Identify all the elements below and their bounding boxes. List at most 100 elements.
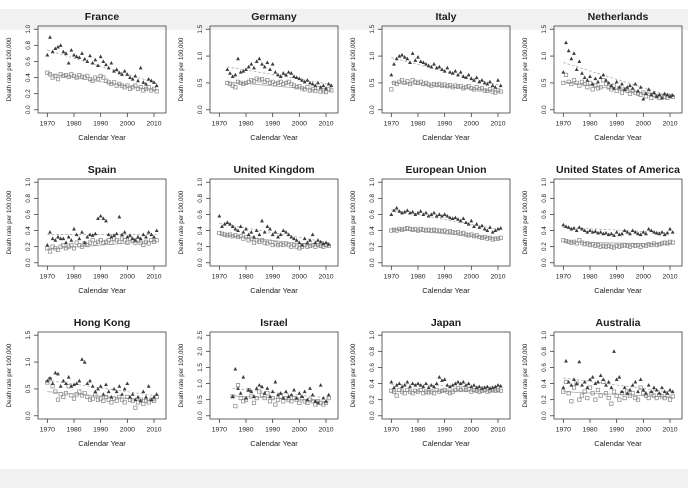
filled-triangle-marker (389, 72, 394, 77)
y-tick-label: 0.0 (25, 105, 32, 114)
scatter-plot-japan: Japan Death rate per 100,000 Calendar Year… (350, 317, 511, 448)
panel-title: Spain (88, 164, 117, 176)
open-square-marker (103, 394, 109, 400)
filled-triangle-marker (122, 230, 127, 234)
filled-triangle-marker (125, 72, 130, 76)
filled-triangle-marker (397, 53, 402, 58)
filled-triangle-marker (574, 228, 579, 233)
open-square-marker (251, 400, 257, 405)
open-square-marker (635, 397, 641, 402)
open-square-marker (273, 81, 278, 87)
y-tick-label: 0.2 (197, 242, 204, 251)
filled-triangle-marker (326, 81, 331, 86)
filled-triangle-marker (302, 389, 307, 394)
filled-triangle-marker (50, 49, 55, 54)
x-tick-label: 1970 (212, 121, 227, 128)
y-tick-label: 0.8 (25, 193, 32, 202)
filled-triangle-marker (440, 213, 444, 218)
open-square-marker (98, 238, 103, 243)
chart-panel-spain: Spain Death rate per 100,000 Calendar Year… (0, 160, 172, 313)
open-square-marker (402, 391, 407, 396)
filled-triangle-marker (238, 391, 243, 395)
open-square-marker (474, 388, 479, 393)
open-square-marker (670, 394, 675, 399)
dashed-trend-line (391, 383, 501, 388)
filled-triangle-marker (74, 381, 79, 386)
open-square-marker (122, 400, 127, 405)
open-square-marker (249, 236, 254, 241)
open-square-marker (323, 89, 329, 95)
dashed-trend-line (47, 379, 157, 397)
x-tick-label: 2010 (490, 274, 505, 281)
filled-triangle-marker (434, 381, 439, 386)
filled-triangle-marker (498, 83, 503, 88)
filled-triangle-marker (652, 90, 656, 95)
filled-triangle-marker (326, 392, 331, 397)
filled-triangle-marker (636, 389, 640, 394)
open-square-marker (95, 397, 101, 402)
open-square-marker (606, 85, 611, 90)
open-square-marker (111, 396, 117, 401)
open-square-marker (479, 235, 485, 240)
filled-triangle-marker (464, 75, 468, 80)
open-square-marker (63, 391, 69, 396)
open-square-marker (477, 389, 482, 394)
filled-triangle-marker (114, 67, 119, 71)
filled-triangle-marker (146, 384, 151, 388)
filled-triangle-marker (228, 222, 232, 226)
filled-triangle-marker (45, 378, 50, 383)
open-square-marker (614, 393, 619, 398)
open-square-marker (561, 238, 566, 243)
filled-triangle-marker (252, 394, 256, 398)
filled-triangle-marker (490, 230, 495, 234)
x-tick-label: 1980 (410, 427, 425, 434)
open-square-marker (662, 395, 667, 401)
y-tick-label: 0.8 (541, 193, 548, 202)
filled-triangle-marker (64, 240, 68, 245)
plot-frame (37, 331, 167, 420)
open-square-marker (561, 389, 566, 394)
filled-triangle-marker (149, 232, 154, 237)
filled-triangle-marker (144, 394, 148, 399)
x-tick-label: 1990 (265, 274, 280, 281)
y-tick-label: 1.0 (541, 330, 548, 339)
filled-triangle-marker (622, 87, 627, 91)
filled-triangle-marker (410, 381, 415, 386)
solid-trend-line (47, 391, 157, 402)
open-square-marker (490, 89, 495, 94)
filled-triangle-marker (442, 377, 447, 382)
open-square-marker (326, 395, 331, 401)
open-square-marker (101, 240, 106, 245)
filled-triangle-marker (630, 86, 635, 90)
x-axis-label: Calendar Year (250, 133, 298, 142)
filled-triangle-marker (114, 389, 119, 394)
x-tick-label: 1970 (556, 121, 571, 128)
filled-triangle-marker (593, 76, 598, 81)
open-square-marker (611, 389, 617, 394)
filled-triangle-marker (622, 385, 627, 390)
filled-triangle-marker (82, 56, 87, 61)
open-square-marker (426, 82, 431, 87)
chart-panel-israel: Israel Death rate per 100,000 Calendar Yea… (172, 313, 344, 466)
open-square-marker (259, 392, 265, 397)
open-square-marker (490, 237, 495, 242)
filled-triangle-marker (472, 224, 476, 229)
filled-triangle-marker (236, 56, 240, 61)
x-tick-label: 1990 (437, 427, 452, 434)
filled-triangle-marker (421, 384, 426, 389)
open-square-marker (662, 240, 667, 245)
open-square-marker (445, 230, 450, 235)
filled-triangle-marker (273, 70, 278, 74)
x-tick-label: 1990 (93, 121, 108, 128)
filled-triangle-marker (149, 397, 154, 402)
open-square-marker (603, 391, 609, 396)
filled-triangle-marker (421, 212, 426, 216)
filled-triangle-marker (69, 48, 74, 52)
filled-triangle-marker (488, 79, 492, 84)
filled-triangle-marker (429, 383, 434, 387)
filled-triangle-marker (636, 88, 640, 93)
filled-triangle-marker (612, 233, 616, 237)
filled-triangle-marker (308, 386, 312, 390)
filled-triangle-marker (284, 389, 288, 394)
filled-triangle-marker (598, 75, 603, 80)
